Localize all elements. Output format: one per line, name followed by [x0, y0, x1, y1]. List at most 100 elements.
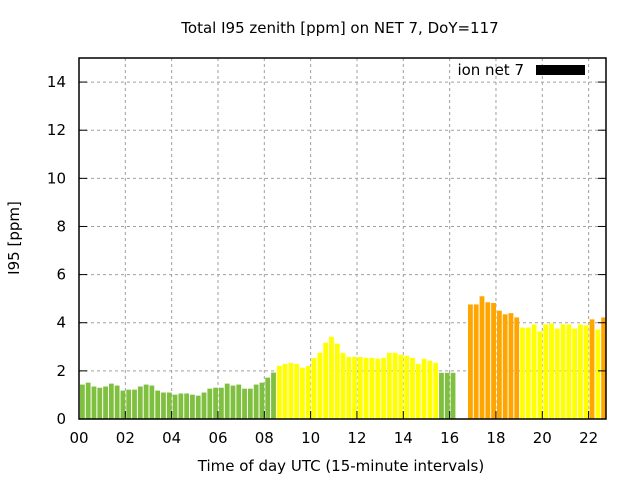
bar [288, 362, 294, 419]
bar [300, 367, 305, 419]
bar [334, 343, 340, 419]
bar [537, 331, 543, 419]
x-tick-label: 16 [440, 429, 459, 447]
bar [213, 387, 218, 419]
bar [427, 360, 433, 419]
bar [155, 390, 161, 419]
bar [346, 356, 352, 419]
bar [317, 352, 323, 419]
bar [311, 357, 317, 419]
x-tick-label: 14 [394, 429, 413, 447]
bars [80, 296, 606, 419]
bar [161, 392, 166, 419]
bar [572, 328, 578, 419]
bar [386, 352, 392, 419]
bar [340, 352, 346, 419]
bar [126, 389, 132, 419]
bar [595, 329, 601, 419]
bar [444, 372, 450, 419]
bar [502, 314, 508, 419]
y-tick-label: 6 [56, 266, 66, 284]
x-tick-label: 00 [69, 429, 88, 447]
bar [520, 327, 525, 419]
bar [103, 386, 108, 419]
bar [184, 393, 190, 419]
bar [421, 358, 427, 419]
bar [224, 383, 230, 419]
bar [114, 385, 120, 419]
bar [578, 324, 583, 419]
bar [230, 385, 236, 419]
bar [549, 323, 554, 419]
bar [415, 363, 421, 419]
bar [247, 388, 253, 419]
y-tick-label: 10 [47, 169, 66, 187]
bar [294, 363, 300, 419]
x-tick-label: 02 [116, 429, 135, 447]
bar [305, 365, 311, 419]
bar [132, 389, 137, 419]
x-tick-label: 20 [533, 429, 552, 447]
bar [468, 304, 473, 419]
bar [479, 296, 485, 419]
bar [398, 354, 404, 419]
bar [259, 382, 265, 419]
bar [357, 356, 363, 419]
bar [560, 324, 566, 419]
bar [363, 357, 369, 419]
bar [352, 356, 357, 419]
bar [583, 325, 589, 419]
bar [392, 352, 398, 419]
bar [149, 385, 155, 419]
bar [265, 377, 271, 419]
bar [143, 384, 149, 419]
bar [207, 388, 213, 419]
bar [554, 328, 560, 419]
bar [369, 357, 375, 419]
legend-swatch [536, 65, 585, 75]
bar [137, 386, 143, 419]
bar [381, 357, 386, 419]
y-tick-label: 2 [56, 362, 66, 380]
bar [589, 319, 595, 419]
bar [543, 324, 549, 419]
x-tick-label: 12 [347, 429, 366, 447]
bar [282, 363, 288, 419]
bar [450, 372, 456, 419]
bar [201, 392, 207, 419]
x-tick-label: 06 [208, 429, 227, 447]
bar [108, 383, 114, 419]
bar [323, 342, 329, 419]
bar [496, 310, 502, 419]
bar [97, 387, 103, 419]
bar [375, 358, 381, 419]
bar [433, 362, 439, 419]
bar [531, 324, 537, 419]
chart-title: Total I95 zenith [ppm] on NET 7, DoY=117 [180, 19, 498, 37]
bar [218, 387, 224, 419]
bar [508, 313, 514, 419]
bar [271, 372, 276, 419]
bar [253, 384, 259, 419]
x-axis-label: Time of day UTC (15-minute intervals) [197, 457, 484, 475]
plot-frame [78, 57, 607, 420]
bar [178, 393, 184, 419]
y-axis-label: I95 [ppm] [5, 201, 23, 275]
bar [404, 355, 410, 419]
bar [439, 372, 444, 419]
bar [236, 384, 242, 419]
bar [85, 382, 91, 419]
x-tick-label: 08 [255, 429, 274, 447]
bar [242, 388, 247, 419]
bar [601, 317, 606, 419]
y-tick-label: 4 [56, 314, 66, 332]
bar [195, 395, 201, 419]
bar [491, 302, 496, 419]
y-tick-label: 12 [47, 121, 66, 139]
legend-label: ion net 7 [457, 61, 524, 79]
x-tick-label: 04 [162, 429, 181, 447]
x-tick-label: 10 [301, 429, 320, 447]
bar [91, 386, 97, 419]
